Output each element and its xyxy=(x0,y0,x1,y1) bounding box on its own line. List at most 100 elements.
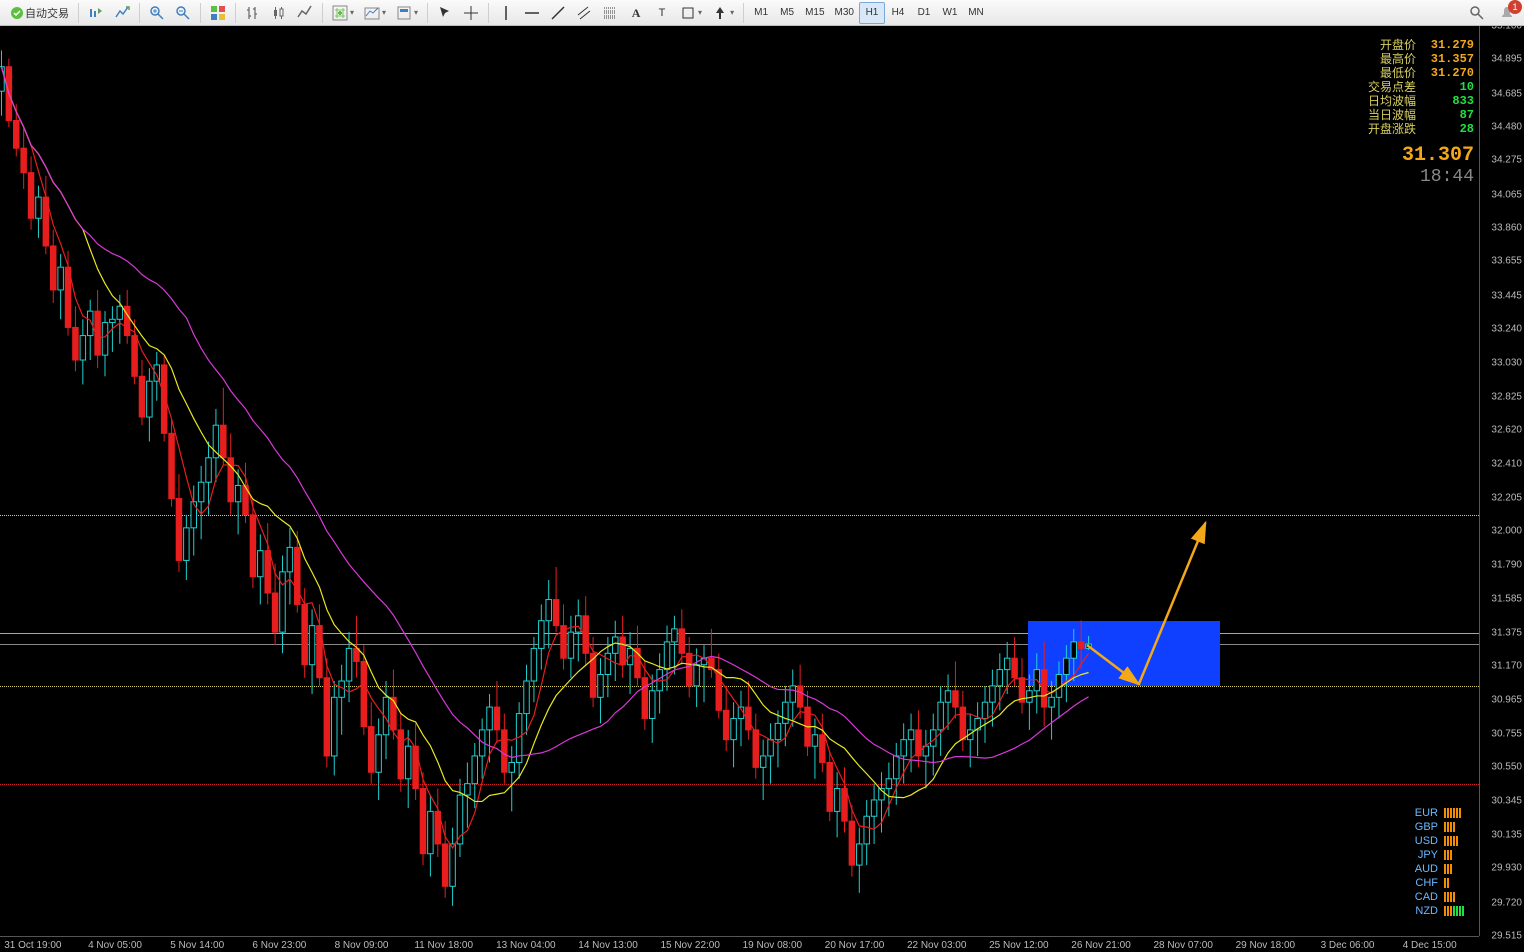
hline-icon xyxy=(524,5,540,21)
ytick: 33.655 xyxy=(1491,256,1522,267)
timeframe-W1[interactable]: W1 xyxy=(937,2,963,24)
strength-bars xyxy=(1444,864,1474,874)
ohlc-label: 交易点差 xyxy=(1368,80,1416,94)
ohlc-value: 31.279 xyxy=(1426,38,1474,52)
timeframe-M5[interactable]: M5 xyxy=(774,2,800,24)
auto-trade-button[interactable]: 自动交易 xyxy=(4,2,74,24)
timeframe-M1[interactable]: M1 xyxy=(748,2,774,24)
auto-scroll-button[interactable] xyxy=(109,2,135,24)
auto-trade-label: 自动交易 xyxy=(25,5,69,21)
shift-chart-button[interactable] xyxy=(83,2,109,24)
alerts-button[interactable]: 1 xyxy=(1494,2,1520,24)
timeframe-MN[interactable]: MN xyxy=(963,2,989,24)
xtick: 29 Nov 18:00 xyxy=(1236,940,1296,951)
currency-code: CHF xyxy=(1410,876,1438,890)
price-axis: 35.10034.89534.68534.48034.27534.06533.8… xyxy=(1479,26,1524,936)
shapes-button[interactable] xyxy=(675,2,707,24)
timeframe-M15[interactable]: M15 xyxy=(800,2,829,24)
candle-chart-button[interactable] xyxy=(266,2,292,24)
cursor-button[interactable] xyxy=(432,2,458,24)
strength-bars xyxy=(1444,878,1474,888)
currency-code: GBP xyxy=(1410,820,1438,834)
search-button[interactable] xyxy=(1464,2,1490,24)
ohlc-row: 当日波幅87 xyxy=(1368,108,1474,122)
currency-row-EUR: EUR xyxy=(1410,806,1474,820)
hline-button[interactable] xyxy=(519,2,545,24)
chart-area[interactable]: 32.10031.37531.30731.05030.450 35.10034.… xyxy=(0,26,1524,952)
trendline-button[interactable] xyxy=(545,2,571,24)
current-price-display: 31.307 18:44 xyxy=(1402,144,1474,187)
strength-bars xyxy=(1444,906,1474,916)
zoom-out-button[interactable] xyxy=(170,2,196,24)
timeframe-D1[interactable]: D1 xyxy=(911,2,937,24)
ytick: 34.065 xyxy=(1491,189,1522,200)
line-chart-button[interactable] xyxy=(292,2,318,24)
ohlc-row: 开盘涨跌 28 xyxy=(1368,122,1474,136)
ohlc-row: 日均波幅 833 xyxy=(1368,94,1474,108)
templates-button[interactable] xyxy=(391,2,423,24)
mt4-chart-window: 自动交易 A T M1M5M15M30H1H4D1W1MN xyxy=(0,0,1524,952)
xtick: 28 Nov 07:00 xyxy=(1153,940,1213,951)
zoom-in-icon xyxy=(149,5,165,21)
ohlc-label: 日均波幅 xyxy=(1368,94,1416,108)
time-axis: 31 Oct 19:004 Nov 05:005 Nov 14:006 Nov … xyxy=(0,936,1479,952)
ohlc-label: 最高价 xyxy=(1380,52,1416,66)
ytick: 33.860 xyxy=(1491,223,1522,234)
label-button[interactable]: T xyxy=(649,2,675,24)
crosshair-button[interactable] xyxy=(458,2,484,24)
ytick: 31.585 xyxy=(1491,593,1522,604)
currency-code: JPY xyxy=(1410,848,1438,862)
periods-button[interactable] xyxy=(359,2,391,24)
ytick: 29.930 xyxy=(1491,863,1522,874)
currency-code: USD xyxy=(1410,834,1438,848)
current-price: 31.307 xyxy=(1402,144,1474,167)
alert-badge: 1 xyxy=(1508,0,1522,14)
ohlc-value: 31.270 xyxy=(1426,66,1474,80)
arrows-button[interactable] xyxy=(707,2,739,24)
xtick: 3 Dec 06:00 xyxy=(1321,940,1375,951)
ytick: 31.375 xyxy=(1491,627,1522,638)
currency-code: CAD xyxy=(1410,890,1438,904)
timeframe-M30[interactable]: M30 xyxy=(830,2,859,24)
shift-icon xyxy=(88,5,104,21)
cursor-icon xyxy=(437,5,453,21)
bar-chart-button[interactable] xyxy=(240,2,266,24)
xtick: 4 Dec 15:00 xyxy=(1403,940,1457,951)
vline-icon xyxy=(498,5,514,21)
fibo-icon xyxy=(602,5,618,21)
ytick: 34.895 xyxy=(1491,54,1522,65)
tile-windows-button[interactable] xyxy=(205,2,231,24)
zoom-in-button[interactable] xyxy=(144,2,170,24)
bar-chart-icon xyxy=(245,5,261,21)
xtick: 4 Nov 05:00 xyxy=(88,940,142,951)
indicators-button[interactable] xyxy=(327,2,359,24)
ytick: 34.685 xyxy=(1491,88,1522,99)
timeframe-H1[interactable]: H1 xyxy=(859,2,885,24)
trendline-icon xyxy=(550,5,566,21)
ohlc-value: 31.357 xyxy=(1426,52,1474,66)
ohlc-label: 开盘价 xyxy=(1380,38,1416,52)
vline-button[interactable] xyxy=(493,2,519,24)
currency-row-GBP: GBP xyxy=(1410,820,1474,834)
currency-row-CHF: CHF xyxy=(1410,876,1474,890)
ohlc-panel: 开盘价31.279最高价31.357最低价31.270交易点差10日均波幅833… xyxy=(1368,38,1474,136)
ohlc-value: 28 xyxy=(1426,122,1474,136)
currency-row-AUD: AUD xyxy=(1410,862,1474,876)
ohlc-row: 开盘价 31.279 xyxy=(1368,38,1474,52)
text-button[interactable]: A xyxy=(623,2,649,24)
template-icon xyxy=(396,5,412,21)
tile-icon xyxy=(210,5,226,21)
ytick: 30.755 xyxy=(1491,728,1522,739)
ohlc-label: 开盘涨跌 xyxy=(1368,122,1416,136)
search-icon xyxy=(1469,5,1485,21)
fibo-button[interactable] xyxy=(597,2,623,24)
strength-bars xyxy=(1444,836,1474,846)
xtick: 31 Oct 19:00 xyxy=(4,940,61,951)
chart-plot[interactable]: 32.10031.37531.30731.05030.450 xyxy=(0,26,1479,936)
timeframe-H4[interactable]: H4 xyxy=(885,2,911,24)
strength-bars xyxy=(1444,808,1474,818)
ytick: 31.170 xyxy=(1491,661,1522,672)
crosshair-icon xyxy=(463,5,479,21)
channel-button[interactable] xyxy=(571,2,597,24)
ohlc-value: 833 xyxy=(1426,94,1474,108)
